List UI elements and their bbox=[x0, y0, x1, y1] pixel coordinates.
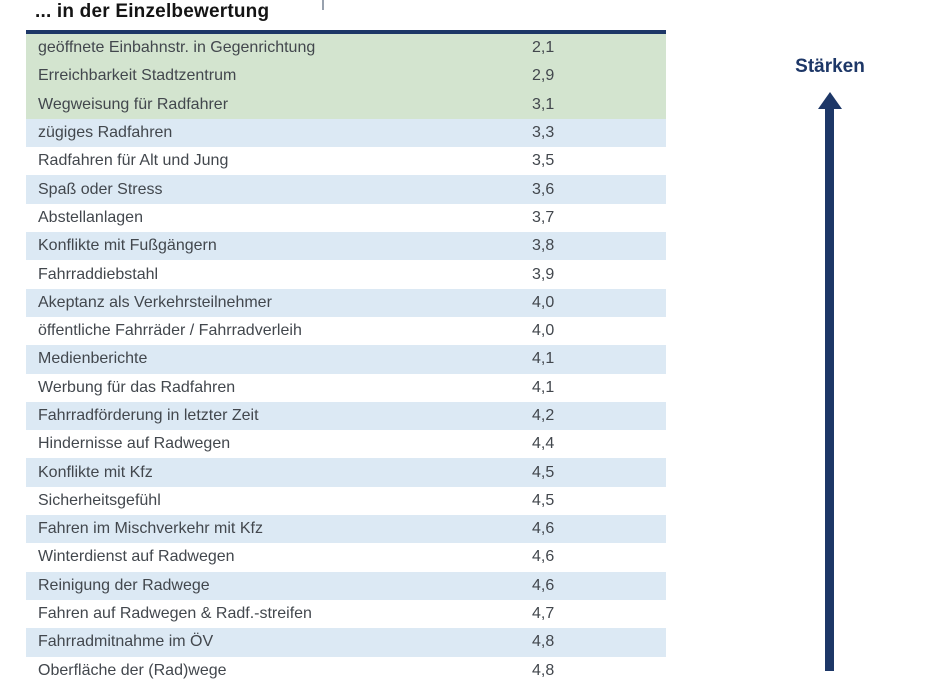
row-value: 2,1 bbox=[532, 39, 555, 57]
row-label: Sicherheitsgefühl bbox=[38, 491, 161, 509]
row-value: 4,2 bbox=[532, 407, 555, 424]
up-arrow-shaft bbox=[825, 106, 834, 671]
table-row: öffentliche Fahrräder / Fahrradverleih 4,… bbox=[26, 316, 666, 346]
row-label: Werbung für das Radfahren bbox=[38, 378, 236, 396]
table-row: Fahrradmitnahme im ÖV 4,8 bbox=[26, 628, 666, 657]
row-value: 4,8 bbox=[532, 633, 555, 651]
row-value: 4,5 bbox=[532, 463, 555, 481]
table-row: Akeptanz als Verkehrsteilnehmer 4,0 bbox=[26, 288, 666, 317]
row-label: Hindernisse auf Radwegen bbox=[38, 435, 231, 453]
table-row: Erreichbarkeit Stadtzentrum 2,9 bbox=[26, 62, 666, 91]
table-row: Winterdienst auf Radwegen 4,6 bbox=[26, 543, 666, 572]
row-value: 4,6 bbox=[532, 548, 555, 566]
row-label: Fahren auf Radwegen & Radf.-streifen bbox=[38, 605, 312, 623]
page-title: ... in der Einzelbewertung bbox=[35, 1, 270, 22]
table-row: geöffnete Einbahnstr. in Gegenrichtung 2,… bbox=[26, 34, 666, 63]
row-value: 4,1 bbox=[532, 350, 555, 368]
row-value: 4,0 bbox=[532, 293, 555, 311]
row-label: Radfahren für Alt und Jung bbox=[38, 152, 229, 170]
row-value: 4,6 bbox=[532, 520, 555, 538]
table-row: Spaß oder Stress 3,6 bbox=[26, 175, 666, 204]
row-label: Winterdienst auf Radwegen bbox=[38, 548, 235, 566]
row-label: Abstellanlagen bbox=[38, 208, 143, 226]
row-value: 2,9 bbox=[532, 67, 555, 85]
row-label: Akeptanz als Verkehrsteilnehmer bbox=[38, 293, 272, 311]
table-row: Konflikte mit Kfz 4,5 bbox=[26, 458, 666, 487]
row-label: Fahren im Mischverkehr mit Kfz bbox=[38, 520, 263, 538]
table-row: Radfahren für Alt und Jung 3,5 bbox=[26, 147, 666, 176]
table-row: Sicherheitsgefühl 4,5 bbox=[26, 486, 666, 516]
table-row: Fahrraddiebstahl 3,9 bbox=[26, 260, 666, 289]
row-label: Wegweisung für Radfahrer bbox=[38, 95, 229, 113]
strengths-label: Stärken bbox=[795, 56, 865, 77]
table-row: Abstellanlagen 3,7 bbox=[26, 203, 666, 233]
table-row: Konflikte mit Fußgängern 3,8 bbox=[26, 232, 666, 261]
row-label: Fahrradförderung in letzter Zeit bbox=[38, 407, 259, 424]
row-label: Fahrradmitnahme im ÖV bbox=[38, 633, 214, 651]
row-label: Konflikte mit Fußgängern bbox=[38, 237, 217, 255]
row-value: 4,1 bbox=[532, 378, 555, 396]
row-label: Spaß oder Stress bbox=[38, 180, 163, 198]
footnote-tick-icon bbox=[322, 0, 324, 10]
row-label: Erreichbarkeit Stadtzentrum bbox=[38, 67, 237, 85]
row-label: Reinigung der Radwege bbox=[38, 576, 210, 594]
row-value: 4,5 bbox=[532, 491, 555, 509]
row-value: 3,1 bbox=[532, 95, 555, 113]
ratings-table: geöffnete Einbahnstr. in Gegenrichtung 2,… bbox=[26, 34, 666, 685]
row-label: Fahrraddiebstahl bbox=[38, 265, 159, 283]
title-underline-rule bbox=[26, 30, 666, 34]
table-row: Werbung für das Radfahren 4,1 bbox=[26, 373, 666, 402]
row-value: 3,7 bbox=[532, 208, 555, 226]
row-value: 3,6 bbox=[532, 180, 555, 198]
row-value: 3,8 bbox=[532, 237, 555, 255]
table-row: zügiges Radfahren 3,3 bbox=[26, 118, 666, 148]
row-label: öffentliche Fahrräder / Fahrradverleih bbox=[38, 322, 302, 340]
row-label: zügiges Radfahren bbox=[38, 124, 173, 142]
row-label: geöffnete Einbahnstr. in Gegenrichtung bbox=[38, 39, 316, 57]
row-value: 3,3 bbox=[532, 124, 555, 142]
up-arrow-icon bbox=[818, 92, 842, 109]
table-row: Fahren im Mischverkehr mit Kfz 4,6 bbox=[26, 515, 666, 544]
table-row: Medienberichte 4,1 bbox=[26, 345, 666, 374]
row-value: 4,0 bbox=[532, 322, 555, 340]
row-label: Medienberichte bbox=[38, 350, 148, 368]
table-row: Wegweisung für Radfahrer 3,1 bbox=[26, 90, 666, 119]
row-value: 3,5 bbox=[532, 152, 555, 170]
row-value: 4,6 bbox=[532, 576, 555, 594]
table-row: Reinigung der Radwege 4,6 bbox=[26, 571, 666, 600]
row-value: 4,4 bbox=[532, 435, 555, 453]
row-label: Konflikte mit Kfz bbox=[38, 463, 153, 481]
row-value: 3,9 bbox=[532, 265, 555, 283]
table-row: Fahrradförderung in letzter Zeit 4,2 bbox=[26, 401, 666, 431]
row-value: 4,7 bbox=[532, 605, 555, 623]
table-row: Hindernisse auf Radwegen 4,4 bbox=[26, 430, 666, 459]
table-row: Fahren auf Radwegen & Radf.-streifen 4,7 bbox=[26, 599, 666, 629]
